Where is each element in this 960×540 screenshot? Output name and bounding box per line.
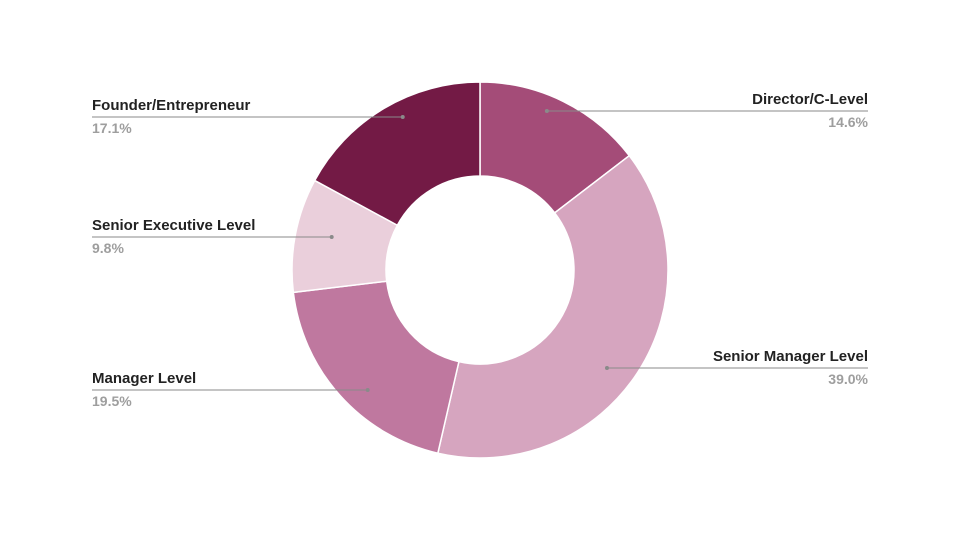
leaders-group: [92, 109, 868, 392]
slice-director-c-level[interactable]: [479, 81, 631, 214]
slice-percent-label: 39.0%: [828, 371, 868, 387]
slice-percent-label: 14.6%: [828, 114, 868, 130]
slice-founder-entrepreneur[interactable]: [313, 81, 481, 227]
slice-percent-label: 17.1%: [92, 120, 132, 136]
labels-group: Director/C-Level 14.6% Senior Manager Leve…: [92, 91, 869, 409]
slice-name-label: Director/C-Level: [752, 91, 868, 108]
slice-percent-label: 9.8%: [92, 240, 124, 256]
slice-name-label: Senior Executive Level: [92, 217, 255, 234]
slice-senior-manager-level[interactable]: [436, 154, 669, 459]
slice-name-label: Founder/Entrepreneur: [92, 97, 251, 114]
slice-name-label: Manager Level: [92, 370, 196, 387]
slice-manager-level[interactable]: [292, 280, 460, 455]
slices-group: [291, 81, 669, 459]
slice-name-label: Senior Manager Level: [713, 348, 868, 365]
slice-percent-label: 19.5%: [92, 393, 132, 409]
